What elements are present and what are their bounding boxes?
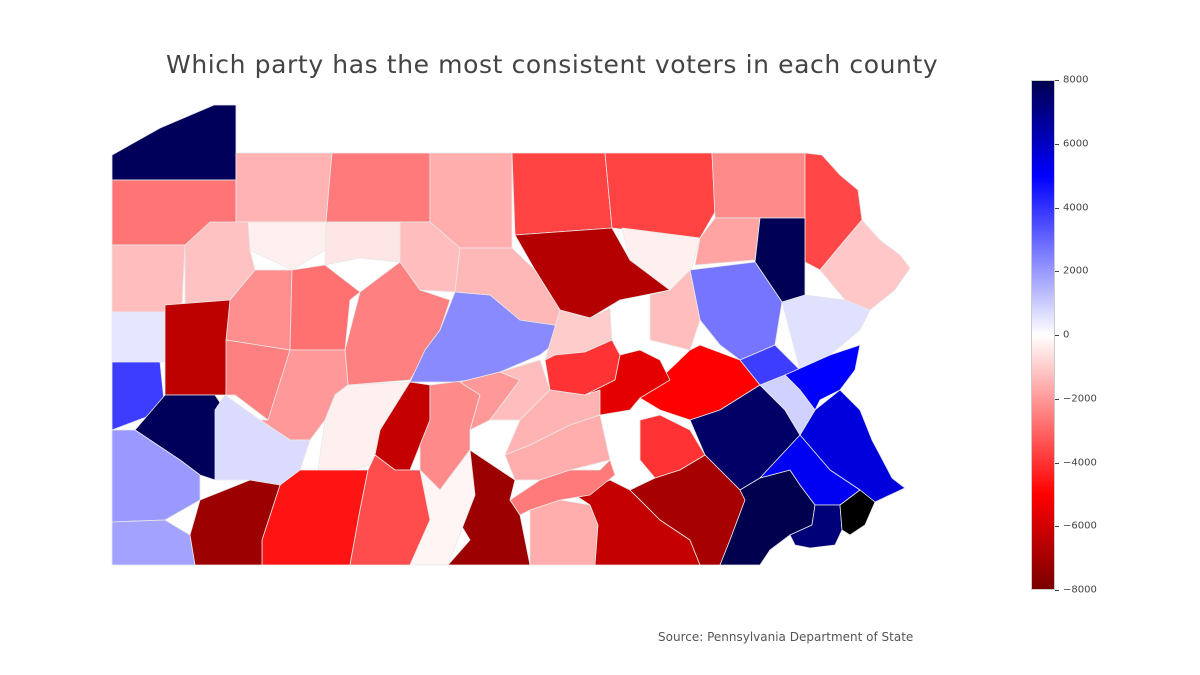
county-philadelphia[interactable] [839, 489, 876, 536]
county-butler[interactable] [164, 299, 231, 396]
colorbar-tick-mark [1055, 143, 1059, 145]
county-lehigh[interactable] [759, 374, 816, 436]
county-fayette[interactable] [189, 479, 281, 566]
source-note: Source: Pennsylvania Department of State [658, 630, 914, 644]
colorbar-tick-label: −4000 [1063, 457, 1097, 468]
county-tioga[interactable] [511, 152, 613, 236]
county-dauphin[interactable] [584, 349, 671, 416]
colorbar-tick-label: 2000 [1063, 265, 1089, 277]
colorbar-tick-label: −6000 [1063, 520, 1097, 532]
county-warren[interactable] [235, 152, 333, 223]
county-adams[interactable] [529, 499, 599, 566]
colorbar-tick-mark [1055, 398, 1059, 400]
county-delaware[interactable] [789, 504, 843, 549]
county-susquehanna[interactable] [711, 152, 806, 219]
county-bradford[interactable] [604, 152, 716, 239]
colorbar-tick-mark [1055, 526, 1059, 528]
colorbar-tick-mark [1055, 590, 1059, 591]
county-westmoreland[interactable] [214, 394, 311, 486]
county-columbia[interactable] [649, 269, 701, 351]
colorbar-tick-label: −2000 [1063, 393, 1097, 405]
county-fulton[interactable] [409, 449, 476, 566]
colorbar-tick-mark [1055, 335, 1059, 336]
county-mckean[interactable] [325, 152, 431, 223]
colorbar-tick-label: 4000 [1063, 202, 1089, 213]
colorbar-tick-label: 0 [1063, 329, 1070, 341]
county-mercer[interactable] [111, 244, 186, 313]
county-erie[interactable] [111, 104, 237, 181]
colorbar [1031, 80, 1055, 590]
county-lawrence[interactable] [111, 311, 166, 363]
colorbar-tick-mark [1055, 462, 1059, 464]
colorbar-tick-label: −8000 [1063, 584, 1097, 596]
county-greene[interactable] [111, 519, 196, 566]
colorbar-tick-mark [1055, 271, 1059, 273]
colorbar-tick-label: 6000 [1063, 138, 1089, 150]
map-title: Which party has the most consistent vote… [166, 50, 939, 79]
colorbar-tick-label: 8000 [1063, 74, 1089, 86]
county-elk[interactable] [324, 221, 401, 266]
county-juniata-south[interactable] [509, 459, 616, 516]
colorbar-tick-mark [1055, 80, 1059, 81]
colorbar-tick-mark [1055, 207, 1059, 209]
county-forest[interactable] [247, 221, 327, 271]
pennsylvania-choropleth-map [111, 104, 911, 566]
